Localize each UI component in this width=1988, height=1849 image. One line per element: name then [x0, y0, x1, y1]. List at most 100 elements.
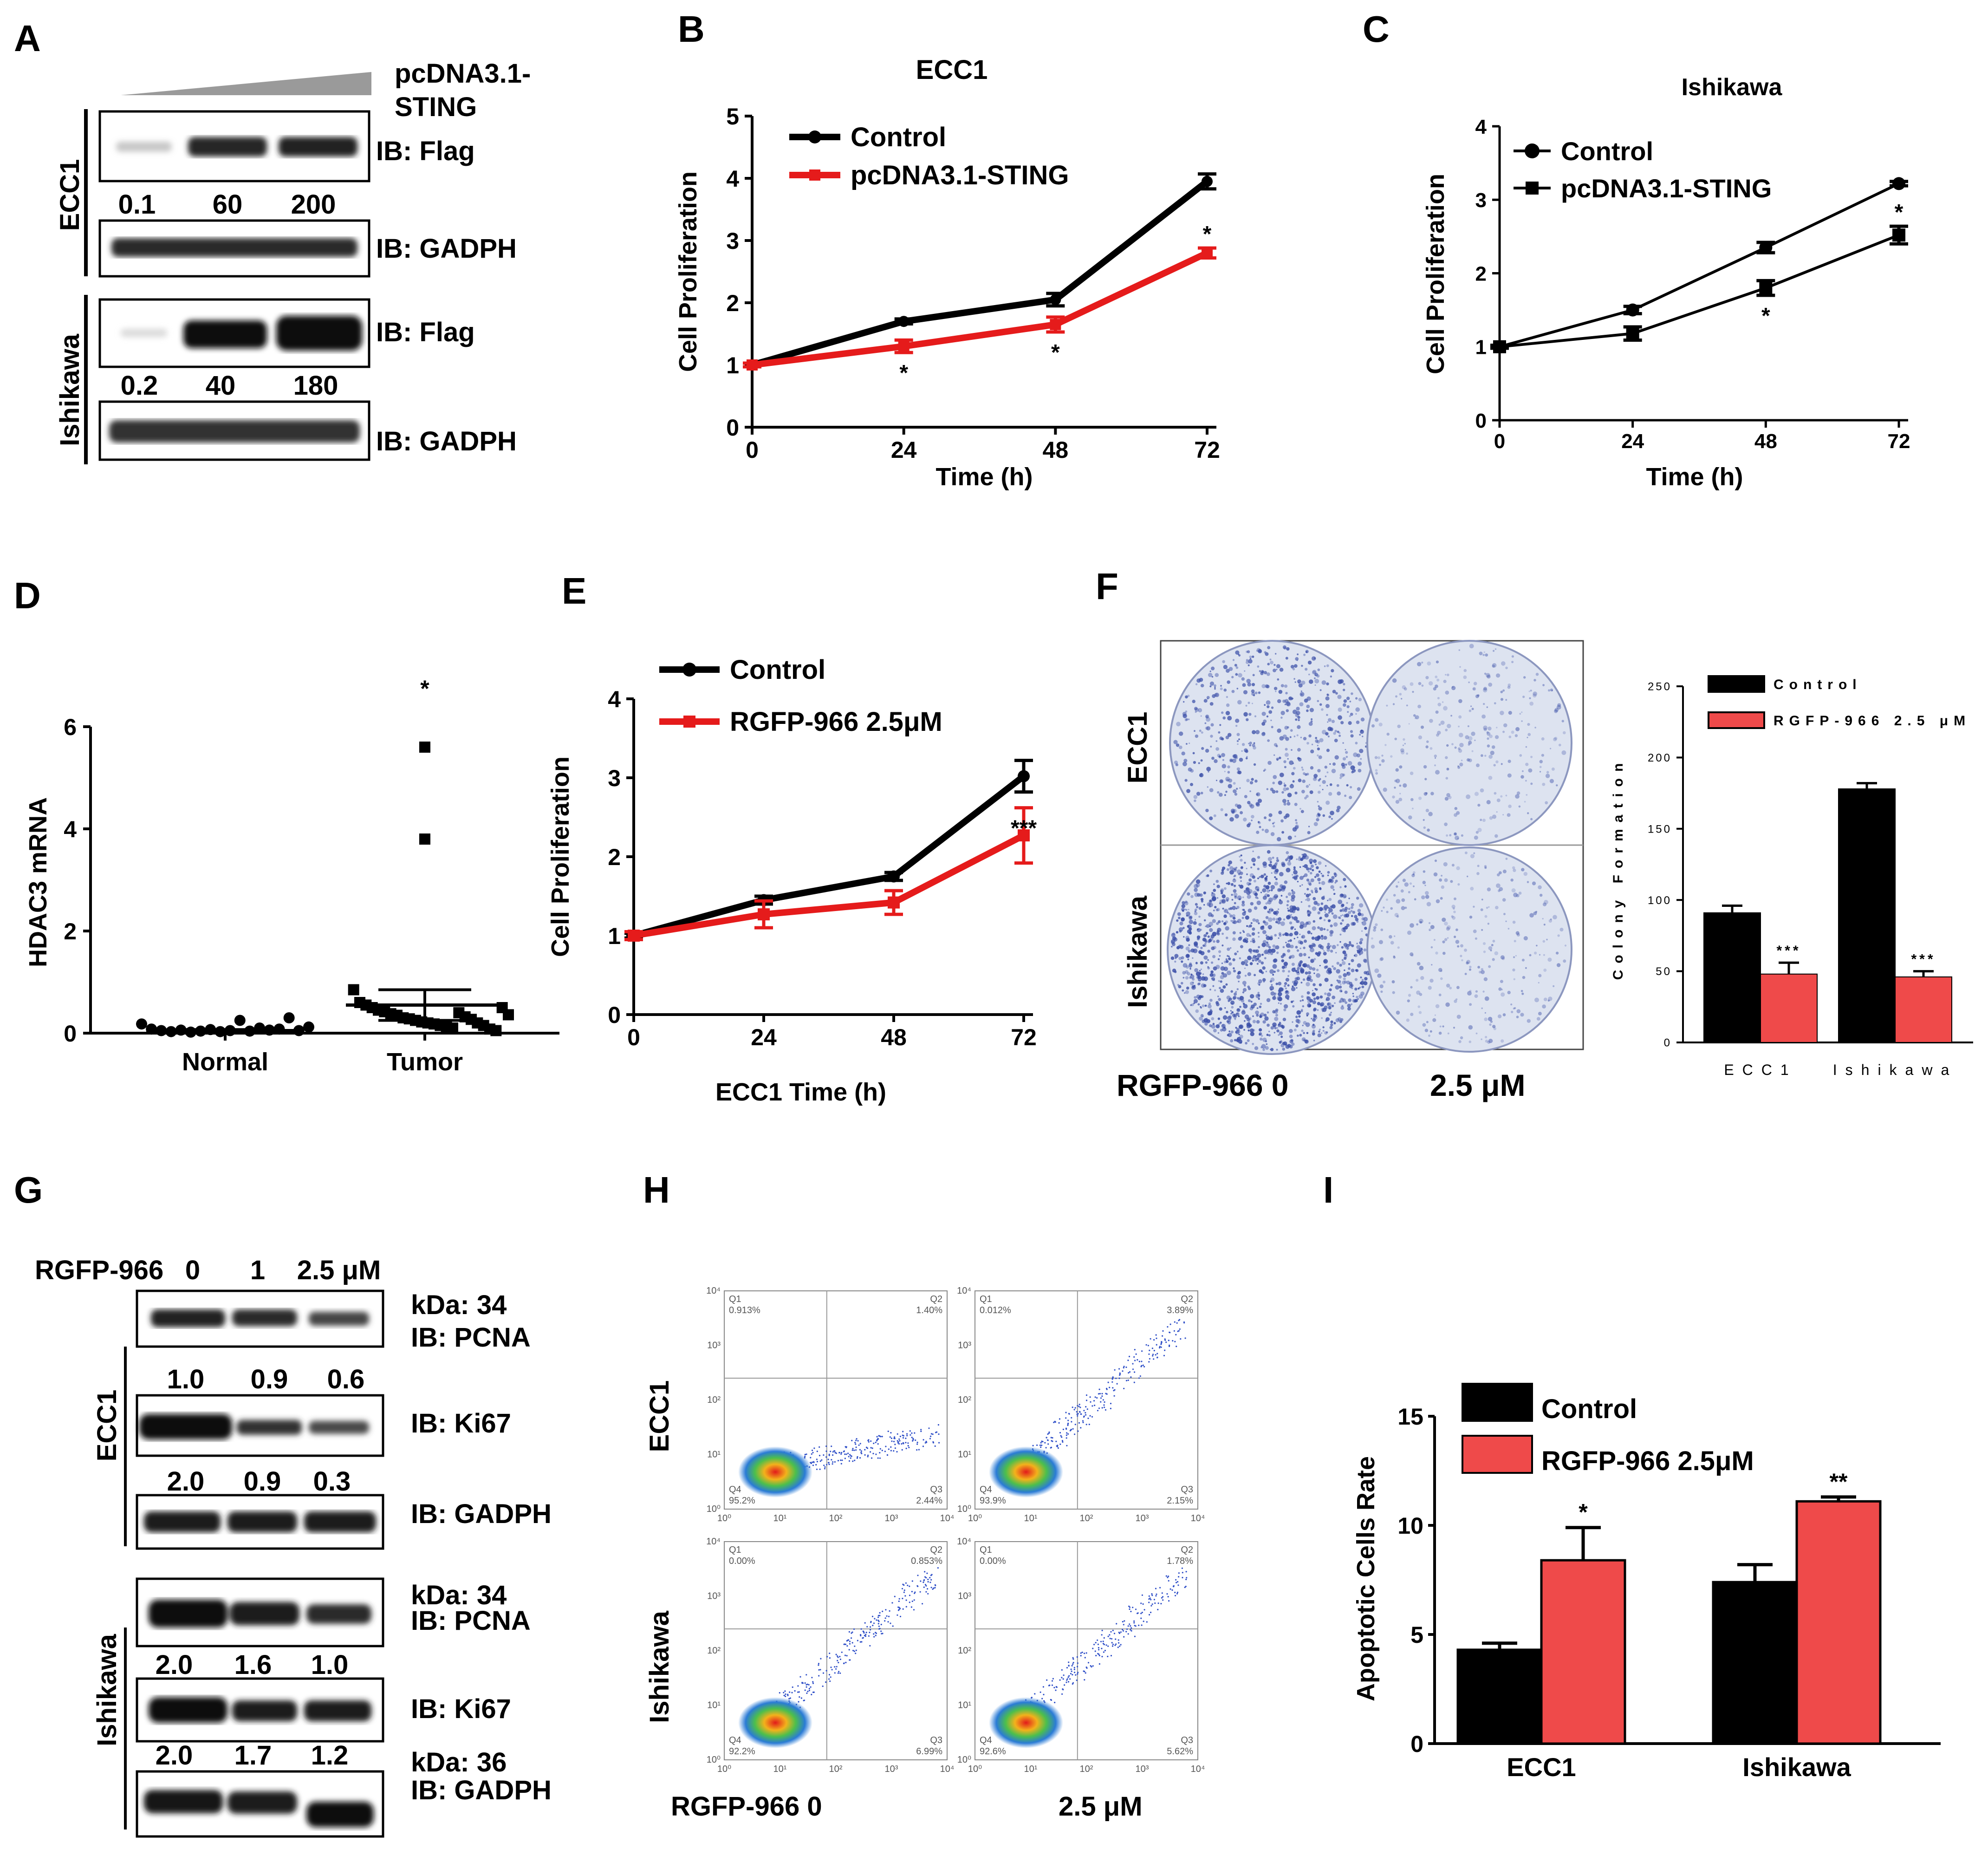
colony-dot — [1371, 944, 1375, 949]
colony-dot — [1291, 955, 1295, 959]
colony-dot — [1454, 746, 1457, 749]
event-dot — [1140, 1613, 1142, 1615]
colony-dot — [1195, 1009, 1199, 1013]
colony-dot — [1332, 914, 1338, 919]
colony-dot — [1298, 1022, 1300, 1024]
colony-dot — [1325, 1017, 1330, 1022]
colony-dot — [1457, 766, 1461, 769]
event-dot — [1178, 1576, 1180, 1578]
colony-dot — [1529, 954, 1532, 957]
colony-dot — [1208, 771, 1209, 773]
colony-dot — [1234, 896, 1237, 899]
legend-marker — [1525, 143, 1540, 158]
colony-dot — [1292, 891, 1295, 895]
colony-dot — [1258, 691, 1261, 694]
colony-dot — [1257, 867, 1260, 871]
colony-dot — [1355, 713, 1357, 715]
event-dot — [1118, 1377, 1120, 1379]
colony-dot — [1402, 685, 1406, 690]
event-dot — [930, 1587, 932, 1589]
event-dot — [1091, 1666, 1092, 1668]
colony-dot — [1198, 915, 1201, 918]
colony-dot — [1470, 854, 1475, 859]
colony-dot — [1227, 765, 1230, 768]
y-axis-label: Cell Proliferation — [674, 171, 702, 372]
y-tick-label: 10¹ — [707, 1450, 721, 1460]
colony-dot — [1522, 696, 1525, 698]
colony-dot — [1274, 934, 1277, 937]
legend-label: pcDNA3.1-STING — [851, 160, 1069, 190]
event-dot — [856, 1457, 858, 1459]
event-dot — [1080, 1652, 1082, 1654]
event-dot — [1123, 1630, 1124, 1632]
event-dot — [1152, 1354, 1154, 1355]
data-point — [1050, 294, 1061, 306]
colony-dot — [1453, 911, 1456, 913]
event-dot — [1153, 1599, 1155, 1601]
colony-dot — [1326, 785, 1328, 787]
colony-dot — [1289, 1029, 1293, 1033]
colony-dot — [1275, 868, 1279, 872]
colony-dot — [1503, 913, 1506, 915]
colony-dot — [1277, 837, 1281, 842]
event-dot — [875, 1441, 877, 1443]
colony-dot — [1497, 873, 1500, 877]
event-dot — [1034, 1693, 1036, 1695]
event-dot — [880, 1630, 882, 1632]
event-dot — [1111, 1638, 1113, 1640]
colony-dot — [1249, 935, 1252, 937]
event-dot — [1080, 1413, 1082, 1415]
colony-dot — [1358, 697, 1362, 702]
colony-dot — [1361, 985, 1364, 989]
event-dot — [1063, 1674, 1065, 1676]
a-treatment-line1: pcDNA3.1- — [395, 59, 531, 89]
colony-dot — [1217, 1017, 1221, 1020]
event-dot — [1175, 1579, 1177, 1581]
colony-dot — [1353, 752, 1358, 757]
colony-dot — [1306, 742, 1309, 745]
colony-dot — [1511, 1010, 1514, 1013]
colony-dot — [1242, 683, 1246, 687]
event-dot — [1130, 1376, 1132, 1378]
bar-ishikawa-0 — [1838, 788, 1896, 1043]
colony-dot — [1218, 755, 1221, 759]
colony-dot — [1235, 991, 1237, 993]
event-dot — [1070, 1673, 1072, 1674]
colony-dot — [1319, 995, 1323, 999]
colony-dot — [1249, 873, 1254, 878]
event-dot — [826, 1656, 828, 1658]
colony-dot — [1230, 1030, 1234, 1034]
colony-dot — [1226, 1020, 1229, 1023]
colony-dot — [1408, 815, 1412, 820]
legend-label: Control — [851, 122, 946, 152]
colony-dot — [1546, 938, 1548, 941]
x-tick-label: 72 — [1888, 430, 1910, 453]
event-dot — [812, 1465, 814, 1466]
event-dot — [1113, 1395, 1115, 1397]
event-dot — [1071, 1421, 1072, 1423]
data-point — [1892, 228, 1905, 242]
colony-dot — [1492, 1025, 1496, 1029]
event-dot — [1092, 1647, 1094, 1649]
g-ecc1-pcna-label: IB: PCNA — [411, 1322, 531, 1353]
y-tick-label: 10² — [707, 1646, 721, 1656]
event-dot — [1072, 1682, 1074, 1684]
event-dot — [1123, 1367, 1124, 1369]
colony-dot — [1458, 747, 1461, 750]
colony-dot — [1305, 668, 1308, 671]
g-ecc1-pcna-v1: 1.0 — [167, 1364, 205, 1394]
event-dot — [847, 1452, 849, 1454]
event-dot — [1162, 1335, 1163, 1337]
g-ecc1-gadph-label: IB: GADPH — [411, 1499, 552, 1529]
colony-dot — [1231, 1006, 1234, 1009]
event-dot — [1169, 1588, 1171, 1590]
colony-dot — [1341, 946, 1344, 949]
colony-dot — [1225, 958, 1228, 961]
colony-dot — [1269, 909, 1271, 911]
colony-dot — [1468, 1040, 1472, 1043]
colony-dot — [1458, 1040, 1462, 1043]
colony-dot — [1329, 930, 1334, 934]
colony-dot — [1259, 826, 1261, 828]
colony-dot — [1222, 1015, 1228, 1020]
colony-dot — [1285, 932, 1289, 937]
